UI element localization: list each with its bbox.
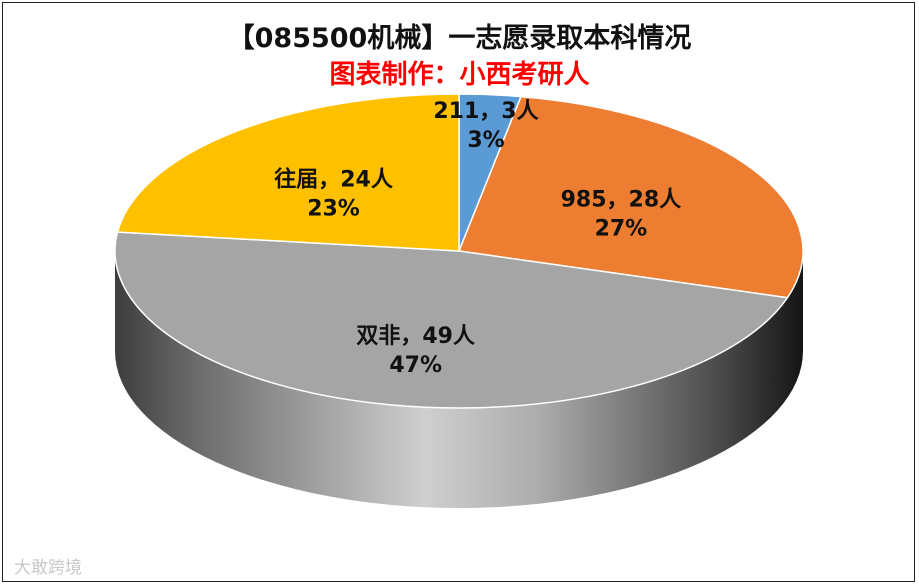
pie-side-wall <box>115 251 803 508</box>
pie-slice-2 <box>114 231 789 409</box>
slice-label-name: 985，28人 <box>561 187 682 212</box>
slice-label-name: 往届，24人 <box>274 166 393 192</box>
slice-label-1: 985，28人 27% <box>561 187 682 241</box>
watermark: 大敢跨境 <box>14 558 82 578</box>
slice-label-2: 双非，49人 47% <box>356 324 475 378</box>
slice-label-name: 双非，49人 <box>356 324 475 349</box>
slice-label-0: 211，3人 3% <box>433 99 538 153</box>
slice-label-3: 往届，24人 23% <box>274 166 393 221</box>
slice-label-percent: 3% <box>467 128 504 153</box>
pie-slices <box>114 93 804 409</box>
chart-subtitle: 图表制作：小西考研人 <box>329 60 590 90</box>
slice-label-percent: 23% <box>307 196 360 221</box>
slice-label-percent: 47% <box>389 353 442 378</box>
pie-labels: 211，3人 3% 985，28人 27% 双非，49人 47% 往届，24人 23% <box>274 99 681 378</box>
chart-title: 【085500机械】一志愿录取本科情况 <box>227 23 692 54</box>
pie-slice-1 <box>457 95 804 299</box>
pie-side-surface <box>115 251 803 508</box>
slice-label-name: 211，3人 <box>433 99 538 124</box>
slice-label-percent: 27% <box>595 216 648 241</box>
pie-slice-3 <box>116 93 460 252</box>
